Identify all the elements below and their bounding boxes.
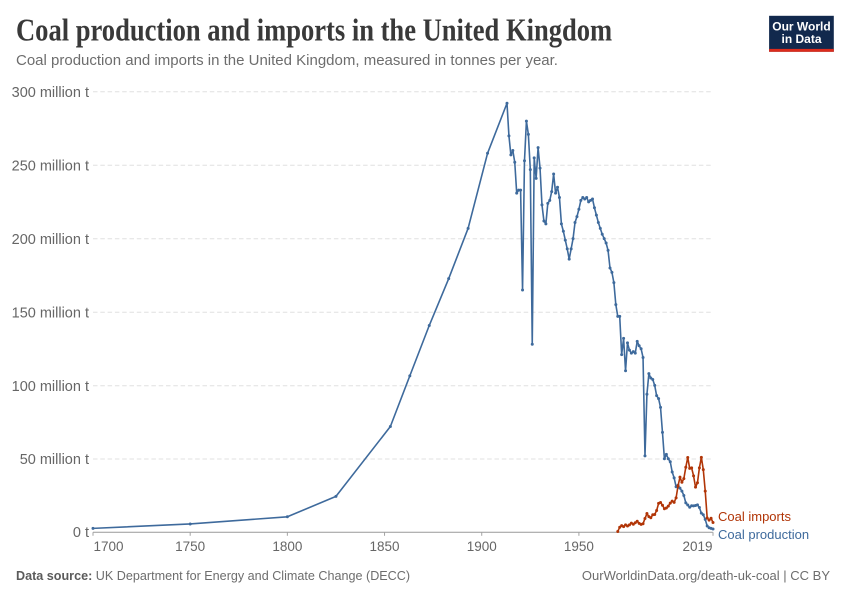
svg-text:1800: 1800 [272,539,302,554]
svg-text:1700: 1700 [94,539,124,554]
svg-text:1900: 1900 [467,539,497,554]
svg-text:Coal production: Coal production [718,527,809,542]
svg-text:1950: 1950 [564,539,594,554]
svg-text:300 million t: 300 million t [12,85,89,101]
svg-text:1750: 1750 [175,539,205,554]
svg-text:100 million t: 100 million t [12,379,89,395]
svg-text:200 million t: 200 million t [12,232,89,248]
svg-text:Coal imports: Coal imports [718,509,791,524]
svg-text:1850: 1850 [370,539,400,554]
svg-text:in Data: in Data [781,32,821,46]
svg-text:OurWorldinData.org/death-uk-co: OurWorldinData.org/death-uk-coal | CC BY [582,568,830,583]
svg-text:Coal production and imports in: Coal production and imports in the Unite… [16,52,558,69]
svg-text:0 t: 0 t [73,525,89,541]
svg-text:Our World: Our World [772,19,830,33]
svg-text:2019: 2019 [682,539,712,554]
svg-text:250 million t: 250 million t [12,158,89,174]
svg-text:150 million t: 150 million t [12,305,89,321]
svg-text:50 million t: 50 million t [20,452,89,468]
svg-text:Data source: UK Department for: Data source: UK Department for Energy an… [16,569,410,583]
svg-text:Coal production and imports in: Coal production and imports in the Unite… [16,13,612,48]
